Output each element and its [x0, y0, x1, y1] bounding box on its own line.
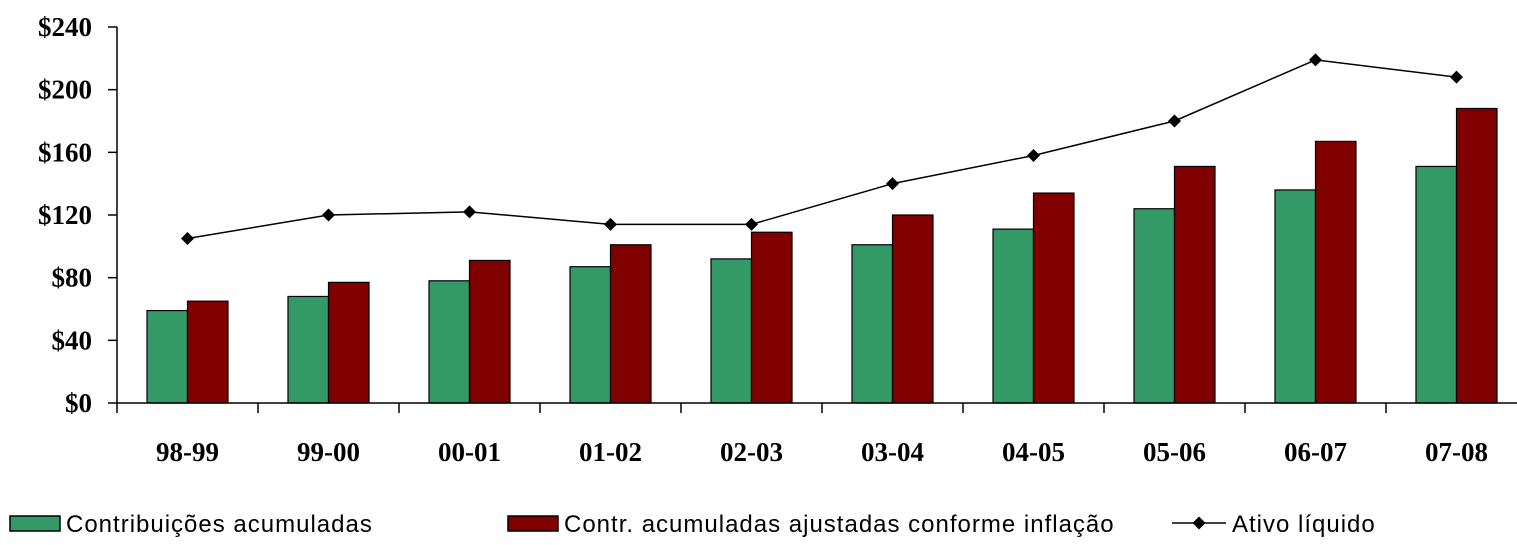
- y-tick-label: $40: [52, 325, 93, 355]
- bar-contr-ajustadas-98-99: [186, 300, 229, 404]
- bar-contribuicoes-02-03: [710, 258, 753, 404]
- point-ativo-liquido-04-05: [1027, 148, 1040, 162]
- point-ativo-liquido-98-99: [181, 232, 194, 245]
- x-tick-label: 07-08: [1425, 437, 1488, 467]
- y-tick-label: $0: [65, 388, 92, 418]
- legend-swatch-marker-ativo-liquido: [1192, 516, 1206, 530]
- bar-contr-ajustadas-07-08: [1455, 107, 1498, 404]
- plot-area: $0 $40 $80 $120 $160 $200 $240 98-99 99-00 00-01 0…: [38, 12, 1517, 467]
- point-ativo-liquido-02-03: [745, 217, 758, 231]
- x-tick-label: 01-02: [579, 437, 642, 467]
- bar-contribuicoes-01-02: [569, 266, 612, 404]
- x-tick-label: 00-01: [438, 437, 501, 467]
- legend: Contribuições acumuladas Contr. acumulada…: [9, 511, 1376, 538]
- x-tick-label: 06-07: [1284, 437, 1347, 467]
- y-tick-label: $120: [38, 200, 92, 230]
- x-tick-label: 02-03: [720, 437, 783, 467]
- y-tick-label: $160: [38, 137, 92, 167]
- bar-contribuicoes-98-99: [146, 309, 189, 404]
- legend-label-contr-ajustadas: Contr. acumuladas ajustadas conforme inf…: [564, 511, 1115, 538]
- bar-contr-ajustadas-03-04: [891, 214, 934, 404]
- x-tick-label: 05-06: [1143, 437, 1206, 467]
- bar-contribuicoes-07-08: [1415, 165, 1458, 404]
- point-ativo-liquido-03-04: [886, 177, 899, 191]
- point-ativo-liquido-07-08: [1450, 70, 1463, 84]
- legend-swatch-contr-ajustadas: [507, 515, 559, 532]
- legend-swatch-contribuicoes: [9, 515, 61, 532]
- x-tick-label: 99-00: [297, 437, 360, 467]
- y-tick-label: $80: [52, 263, 93, 293]
- legend-label-contribuicoes: Contribuições acumuladas: [66, 511, 373, 538]
- bar-contr-ajustadas-04-05: [1032, 192, 1075, 404]
- x-tick-label: 98-99: [156, 437, 219, 467]
- point-ativo-liquido-00-01: [463, 205, 476, 219]
- point-ativo-liquido-05-06: [1168, 114, 1181, 128]
- line-ativo-liquido: [187, 59, 1457, 240]
- bar-contr-ajustadas-05-06: [1173, 165, 1216, 404]
- point-ativo-liquido-06-07: [1309, 53, 1322, 67]
- bar-contribuicoes-03-04: [851, 244, 894, 404]
- y-tick-label: $200: [38, 75, 92, 105]
- bar-contribuicoes-99-00: [287, 295, 330, 404]
- x-tick-label: 03-04: [861, 437, 924, 467]
- bar-contr-ajustadas-01-02: [609, 244, 652, 404]
- bar-contr-ajustadas-99-00: [327, 281, 370, 404]
- bar-contribuicoes-06-07: [1274, 189, 1317, 404]
- x-tick-label: 04-05: [1002, 437, 1065, 467]
- bar-contribuicoes-05-06: [1133, 208, 1176, 404]
- bar-contribuicoes-04-05: [992, 228, 1035, 404]
- point-ativo-liquido-01-02: [604, 217, 617, 231]
- point-ativo-liquido-99-00: [322, 208, 335, 222]
- bar-contribuicoes-00-01: [428, 280, 471, 404]
- bar-contr-ajustadas-02-03: [750, 231, 793, 404]
- bar-contr-ajustadas-06-07: [1314, 140, 1357, 404]
- bar-contr-ajustadas-00-01: [468, 259, 511, 404]
- y-tick-label: $240: [38, 12, 92, 42]
- legend-label-ativo-liquido: Ativo líquido: [1232, 511, 1376, 538]
